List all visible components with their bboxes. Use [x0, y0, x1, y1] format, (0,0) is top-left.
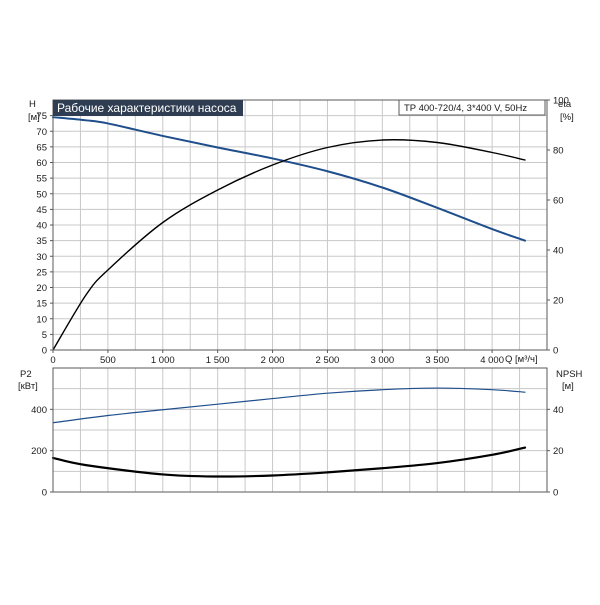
x-tick-label: 3 000: [370, 355, 394, 366]
top-right-tick-label: 0: [553, 346, 558, 357]
top-left-tick-label: 5: [42, 330, 47, 341]
top-right-tick-label: 100: [553, 96, 569, 107]
series-layer: [51, 116, 527, 478]
bottom-right-axis-unit: [м]: [562, 381, 574, 392]
top-right-axis-unit: [%]: [560, 112, 574, 123]
bottom-plot-frame: [52, 367, 548, 493]
bottom-left-tick-label: 200: [31, 446, 47, 457]
model-label: TP 400-720/4, 3*400 V, 50Hz: [404, 103, 527, 114]
top-left-tick-label: 65: [36, 142, 47, 153]
top-left-tick-label: 15: [36, 299, 47, 310]
power-curve: [52, 387, 526, 424]
top-left-tick-label: 70: [36, 127, 47, 138]
top-left-tick-label: 75: [36, 111, 47, 122]
top-left-tick-label: 60: [36, 158, 47, 169]
bottom-left-tick-label: 0: [42, 488, 47, 499]
head-curve: [52, 116, 527, 242]
x-tick-label: 500: [100, 355, 116, 366]
efficiency-curve: [52, 139, 526, 351]
top-left-tick-label: 35: [36, 236, 47, 247]
top-left-tick-label: 0: [42, 346, 47, 357]
x-tick-label: 1 500: [206, 355, 230, 366]
x-tick-label: 0: [50, 355, 55, 366]
top-left-tick-label: 40: [36, 221, 47, 232]
tick-layer: 0 500 1 000 1 500 2 000 2 500 3 000 3 500 4 0000…: [31, 96, 569, 499]
x-tick-label: 2 000: [261, 355, 285, 366]
top-left-tick-label: 10: [36, 314, 47, 325]
grid-layer: [53, 100, 547, 492]
chart-title-background: [53, 100, 243, 116]
bottom-right-tick-label: 20: [553, 446, 564, 457]
top-right-tick-label: 80: [553, 146, 564, 157]
x-tick-label: 3 500: [425, 355, 449, 366]
x-tick-label: 2 500: [316, 355, 340, 366]
top-left-tick-label: 45: [36, 205, 47, 216]
bottom-left-tick-label: 400: [31, 405, 47, 416]
top-left-axis-label: H: [29, 99, 36, 110]
npsh-curve: [51, 446, 527, 478]
bottom-right-axis-label: NPSH: [556, 369, 583, 380]
top-left-tick-label: 55: [36, 174, 47, 185]
top-right-tick-label: 20: [553, 296, 564, 307]
top-left-axis-unit: [м]: [28, 112, 40, 123]
bottom-right-tick-label: 0: [553, 488, 558, 499]
model-label-box: [398, 99, 546, 116]
top-left-tick-label: 50: [36, 189, 47, 200]
top-right-axis-label: eta: [558, 99, 572, 110]
bottom-left-axis-label: P2: [20, 369, 32, 380]
top-left-tick-label: 30: [36, 252, 47, 263]
x-tick-label: 4 000: [480, 355, 504, 366]
top-right-tick-label: 60: [553, 196, 564, 207]
chart-title: Рабочие характеристики насоса: [57, 101, 237, 115]
top-left-tick-label: 20: [36, 283, 47, 294]
top-left-tick-label: 25: [36, 267, 47, 278]
x-tick-label: 1 000: [151, 355, 175, 366]
x-axis-label: Q [м³/ч]: [505, 354, 538, 365]
bottom-left-axis-unit: [кВт]: [18, 381, 38, 392]
bottom-right-tick-label: 40: [553, 405, 564, 416]
top-right-tick-label: 40: [553, 246, 564, 257]
